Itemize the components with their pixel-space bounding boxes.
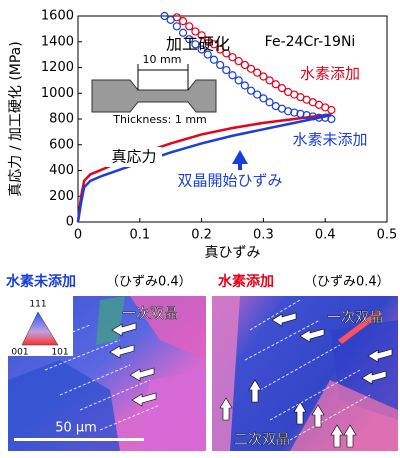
y-tick-label: 0: [66, 215, 74, 230]
x-tick-label: 0.1: [129, 228, 150, 243]
x-tick-label: 0.3: [253, 228, 274, 243]
material-label: Fe-24Cr-19Ni: [265, 34, 356, 50]
x-tick-label: 0.4: [315, 228, 336, 243]
twin-onset-arrow: [232, 150, 248, 170]
y-tick-label: 1000: [41, 86, 74, 101]
ipf-label: 111: [29, 300, 46, 310]
ipf-label: 001: [11, 348, 28, 358]
y-tick-label: 800: [49, 112, 74, 127]
hardening-point: [186, 23, 193, 30]
hardening-point: [210, 56, 217, 63]
y-tick-label: 1200: [41, 60, 74, 75]
x-tick-label: 0.2: [191, 228, 212, 243]
y-tick-label: 200: [49, 189, 74, 204]
hardening-point: [229, 72, 236, 79]
figure: 0 200 400 600 800 1000 1200 1400 1600 0 0.1 0.2 0.3 0…: [0, 0, 400, 454]
ipf-label: 101: [51, 348, 68, 358]
panel-title: 水素添加: [218, 273, 274, 290]
hardening-point: [241, 82, 248, 89]
hardening-point: [180, 18, 187, 25]
gauge-length: 10 mm: [143, 53, 182, 66]
plot: 0 200 400 600 800 1000 1200 1400 1600 0 0.1 0.2 0.3 0…: [8, 9, 397, 262]
hardening-point: [167, 16, 174, 23]
specimen: [92, 64, 216, 112]
panel-title: 水素未添加: [6, 273, 76, 290]
twin-onset-label: 双晶開始ひずみ: [177, 172, 282, 190]
hardening-point: [328, 106, 335, 113]
y-tick-label: 400: [49, 163, 74, 178]
thickness: Thickness: 1 mm: [112, 113, 207, 126]
hardening-point: [173, 23, 180, 30]
true-stress-label: 真応力: [111, 148, 156, 166]
x-tick-label: 0.5: [377, 228, 398, 243]
hardening-point: [235, 77, 242, 84]
panel-condition: （ひずみ0.4）: [304, 275, 390, 290]
x-axis-label: 真ひずみ: [205, 245, 261, 261]
x-tick-label: 0: [74, 228, 82, 243]
hardening-point: [223, 67, 230, 74]
y-tick-label: 1600: [41, 9, 74, 24]
hardening-label: 加工硬化: [166, 35, 230, 54]
y-tick-label: 1400: [41, 34, 74, 49]
y-tick-label: 600: [49, 137, 74, 152]
twin-label: 一次双晶: [122, 306, 178, 322]
primary-twin-label: 一次双晶: [327, 310, 383, 326]
hardening-point: [217, 61, 224, 68]
series-label: 水素未添加: [292, 131, 367, 149]
secondary-twin-label: 二次双晶: [234, 432, 290, 448]
y-axis-label: 真応力 / 加工硬化 (MPa): [8, 41, 24, 196]
series-label: 水素添加: [300, 65, 360, 83]
scale-bar-label: 50 μm: [55, 421, 97, 436]
panel-condition: （ひずみ0.4）: [106, 275, 192, 290]
